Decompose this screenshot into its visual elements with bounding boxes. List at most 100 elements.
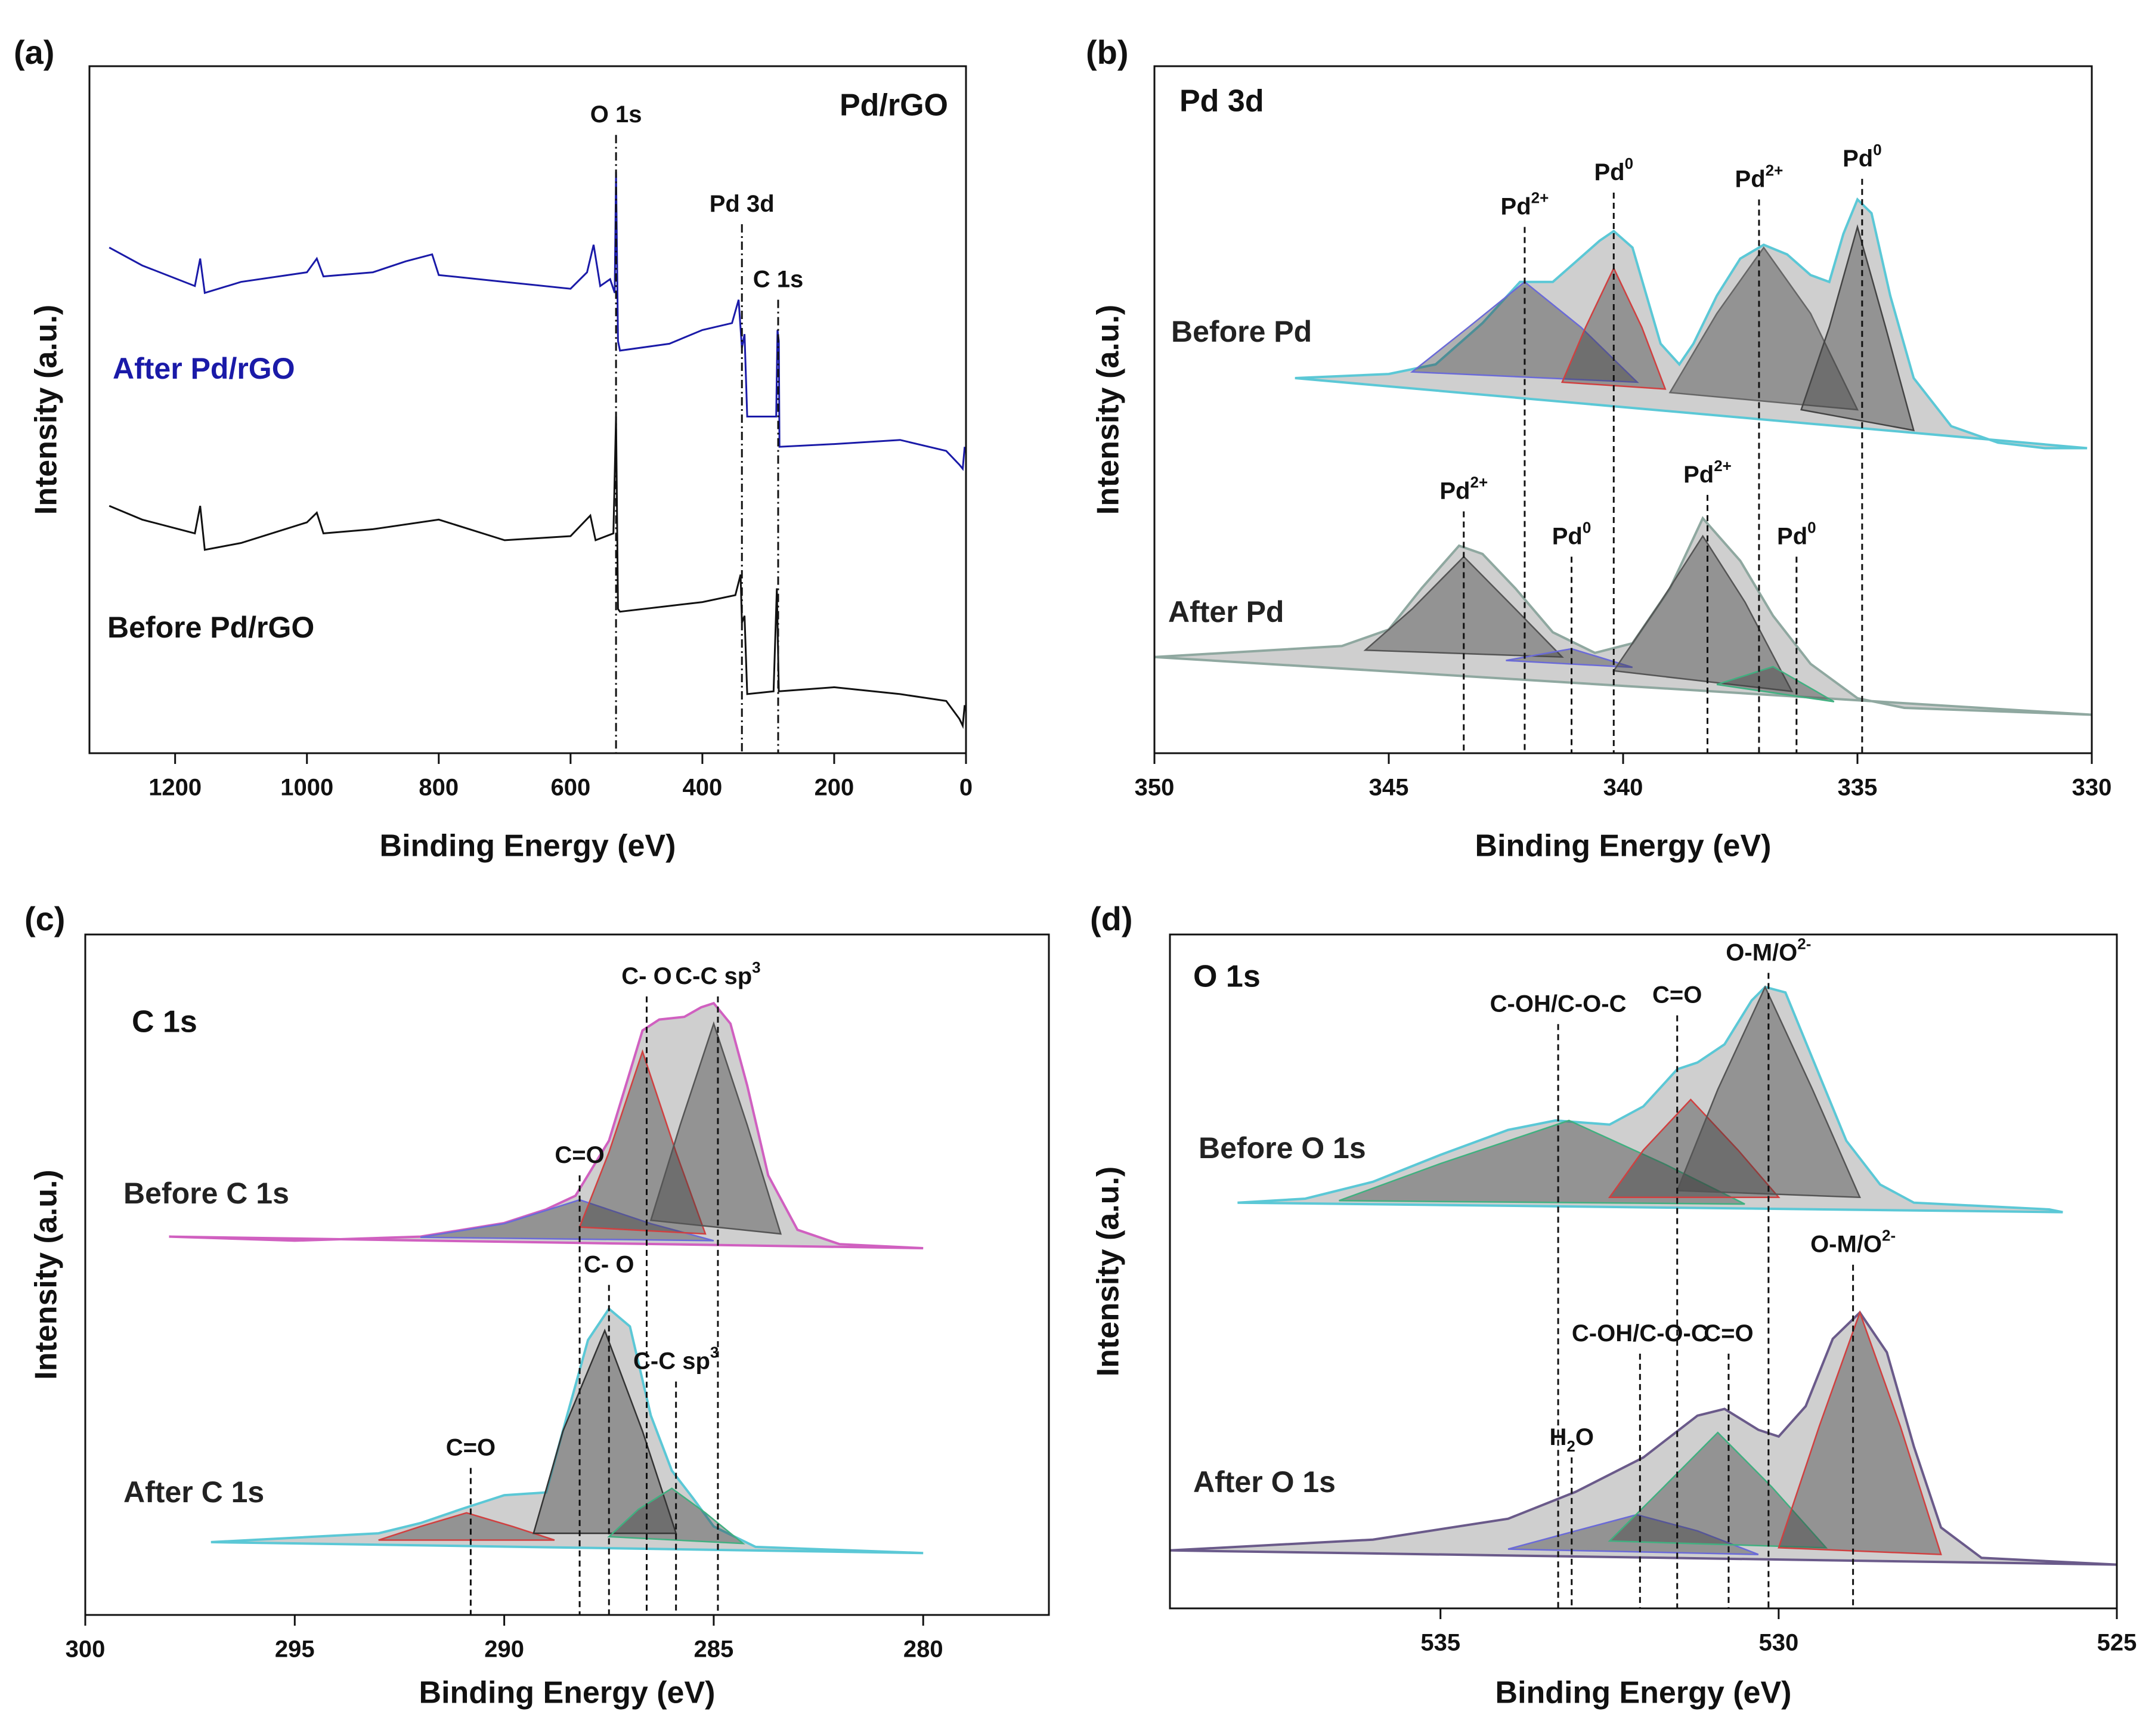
peak-label-sup: 2+	[1470, 473, 1488, 491]
x-tick-label: 350	[1135, 775, 1175, 801]
peak-label: Pd2+	[1683, 457, 1732, 488]
panel-title: C 1s	[132, 1005, 197, 1039]
peak-label-text: C-OH/C-O-C	[1490, 991, 1627, 1017]
peak-label: C 1s	[753, 266, 804, 292]
peak-label: C-C sp3	[633, 1344, 719, 1375]
series-label: After Pd/rGO	[113, 352, 295, 385]
peak-label: Pd0	[1552, 518, 1592, 549]
peak-label-text: Pd	[1777, 523, 1807, 549]
x-tick-label: 200	[815, 775, 854, 801]
peak-label-tail: O	[1575, 1424, 1594, 1450]
peak-label: C-OH/C-O-C	[1572, 1320, 1708, 1346]
x-tick-label: 400	[683, 775, 723, 801]
peak-label-text: C- O	[584, 1251, 634, 1277]
peak-label-text: C-OH/C-O-C	[1572, 1320, 1708, 1346]
peak-label: Pd0	[1777, 518, 1816, 549]
fit-component	[532, 1328, 677, 1534]
fit-component	[1506, 648, 1633, 669]
peak-label: C=O	[555, 1141, 604, 1168]
peak-label: Pd2+	[1439, 473, 1488, 504]
peak-label-text: C=O	[1704, 1320, 1753, 1346]
x-tick-label: 535	[1420, 1630, 1460, 1656]
peak-label-text: Pd	[1552, 523, 1583, 549]
panel: (c) Binding Energy (eV) Intensity (a.u.) C …	[24, 900, 1050, 1710]
series-label: After O 1s	[1193, 1465, 1336, 1499]
peak-label: C=O	[1652, 982, 1702, 1008]
peak-label-text: C-C sp	[675, 963, 752, 989]
x-tick-label: 280	[903, 1636, 943, 1663]
peak-label-text: Pd	[1439, 478, 1470, 504]
spectrum-line	[109, 172, 966, 471]
series-label: Before O 1s	[1199, 1131, 1366, 1165]
peak-label: Pd2+	[1501, 188, 1549, 219]
panel-title: O 1s	[1193, 960, 1261, 994]
fit-component	[1507, 1514, 1759, 1555]
peak-label-sup: 0	[1583, 518, 1591, 536]
x-tick-label: 600	[550, 775, 590, 801]
peak-label-text: C-C sp	[633, 1348, 710, 1374]
peak-label: Pd 3d	[710, 191, 775, 217]
peak-label-text: Pd	[1843, 145, 1873, 171]
peak-label-text: Pd	[1501, 193, 1531, 219]
peak-label: C- O	[584, 1251, 634, 1277]
fit-component	[1608, 1431, 1828, 1549]
x-tick-label: 0	[959, 775, 973, 801]
peak-label: O 1s	[590, 101, 642, 128]
fit-component	[649, 1021, 782, 1235]
x-tick-label: 340	[1603, 775, 1643, 801]
peak-label-text: C- O	[621, 963, 671, 989]
peak-label-text: O 1s	[590, 101, 642, 128]
peak-label-text: C=O	[1652, 982, 1702, 1008]
peak-label-sup: 3	[752, 958, 760, 976]
x-tick-label: 300	[66, 1636, 106, 1663]
fit-component	[378, 1512, 555, 1541]
x-tick-label: 800	[419, 775, 459, 801]
peak-label: O-M/O2-	[1810, 1227, 1896, 1258]
x-axis-label: Binding Energy (eV)	[1475, 829, 1772, 864]
peak-label-text: Pd	[1735, 166, 1766, 192]
peak-label-text: H	[1550, 1424, 1567, 1450]
series-label: Before Pd/rGO	[107, 611, 314, 644]
peak-label-text: O-M/O	[1726, 939, 1797, 966]
envelope	[1154, 516, 2092, 716]
x-axis-label: Binding Energy (eV)	[380, 829, 676, 864]
fit-component	[1716, 666, 1835, 703]
x-axis-label: Binding Energy (eV)	[419, 1676, 716, 1710]
peak-label: C=O	[446, 1434, 496, 1460]
x-axis-label: Binding Energy (eV)	[1496, 1676, 1792, 1710]
x-tick-label: 1200	[148, 775, 202, 801]
x-tick-label: 295	[275, 1636, 315, 1663]
panel-label: (d)	[1090, 900, 1133, 937]
peak-label: C=O	[1704, 1320, 1753, 1346]
peak-label: Pd2+	[1735, 161, 1784, 192]
y-axis-label: Intensity (a.u.)	[29, 305, 64, 515]
peak-label-sup: 3	[710, 1344, 719, 1361]
spectrum-line	[109, 416, 966, 729]
panel-label: (b)	[1086, 33, 1129, 71]
y-axis-label: Intensity (a.u.)	[1091, 305, 1126, 515]
x-tick-label: 330	[2072, 775, 2112, 801]
peak-label: C-OH/C-O-C	[1490, 991, 1627, 1017]
peak-label-sup: 0	[1807, 518, 1816, 536]
panel: (a) Binding Energy (eV) Intensity (a.u.) Pd…	[14, 33, 973, 864]
peak-label-sup: 2+	[1766, 161, 1784, 179]
peak-label-sup: 2+	[1714, 457, 1732, 475]
peak-label-text: O-M/O	[1810, 1231, 1882, 1257]
panel: (d) Binding Energy (eV) Intensity (a.u.) O …	[1090, 900, 2137, 1710]
plot-frame	[1169, 933, 2118, 1610]
envelope	[1237, 985, 2063, 1214]
peak-label-text: C 1s	[753, 266, 804, 292]
x-tick-label: 1000	[280, 775, 333, 801]
peak-label-sup: 0	[1625, 154, 1633, 172]
envelope	[1169, 1310, 2117, 1566]
plot-frame	[84, 933, 1050, 1616]
fit-component	[1668, 246, 1859, 411]
fit-component	[1676, 985, 1861, 1199]
peak-label: O-M/O2-	[1726, 934, 1811, 966]
peak-label-text: Pd	[1594, 159, 1624, 185]
x-tick-label: 530	[1758, 1630, 1798, 1656]
fit-component	[1800, 224, 1915, 432]
peak-label-sup: 2-	[1882, 1227, 1896, 1245]
series-label: After Pd	[1168, 595, 1284, 629]
